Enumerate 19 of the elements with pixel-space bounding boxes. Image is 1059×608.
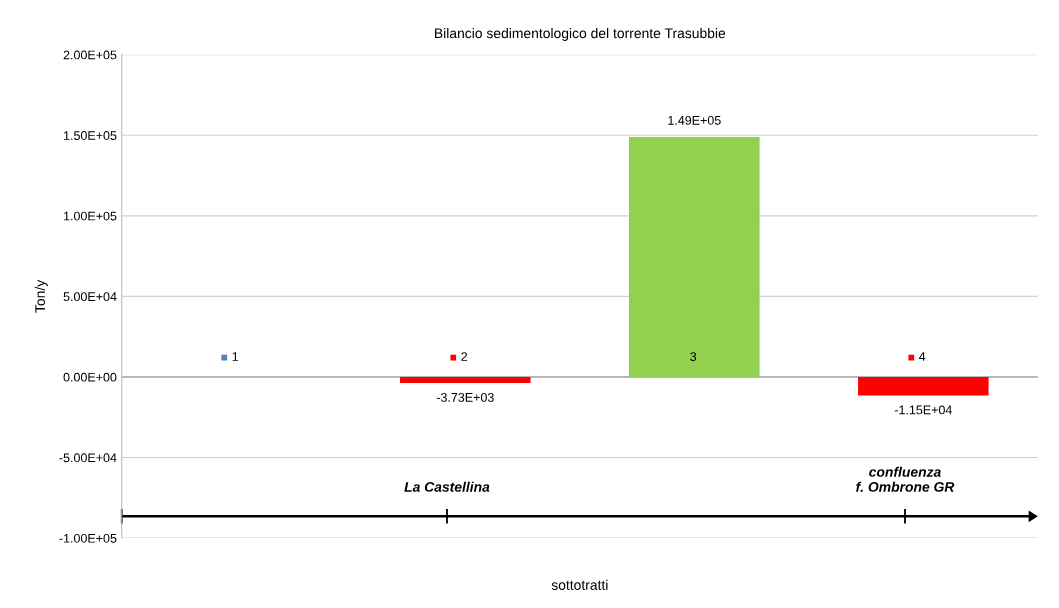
x-axis-title: sottotratti (551, 579, 608, 590)
data-label: 1.49E+05 (668, 115, 721, 125)
y-tick-label: 1.00E+05 (64, 211, 117, 221)
x-tick-label: 1 (232, 352, 239, 361)
x-tick-label: 3 (690, 352, 697, 361)
y-axis-title: Ton/y (34, 279, 48, 313)
y-tick-label: 1.50E+05 (64, 131, 117, 140)
y-tick-label: 0.00E+00 (63, 372, 117, 382)
chart-title: Bilancio sedimentologico del torrente Trasubbie (435, 27, 726, 41)
y-tick-label: -1.00E+05 (59, 533, 117, 543)
annotation: La Castellina (404, 481, 490, 492)
data-label: -3.73E+03 (436, 392, 494, 402)
y-tick-label: 2.00E+05 (63, 50, 117, 60)
y-tick-label: -5.00E+04 (59, 453, 117, 463)
annotation: confluenza f. Ombrone GR (856, 466, 955, 492)
y-tick-label: 5.00E+04 (63, 292, 117, 302)
x-tick-label: 2 (461, 352, 468, 361)
data-label: -1.15E+04 (894, 405, 952, 415)
x-tick-label: 4 (919, 352, 926, 361)
